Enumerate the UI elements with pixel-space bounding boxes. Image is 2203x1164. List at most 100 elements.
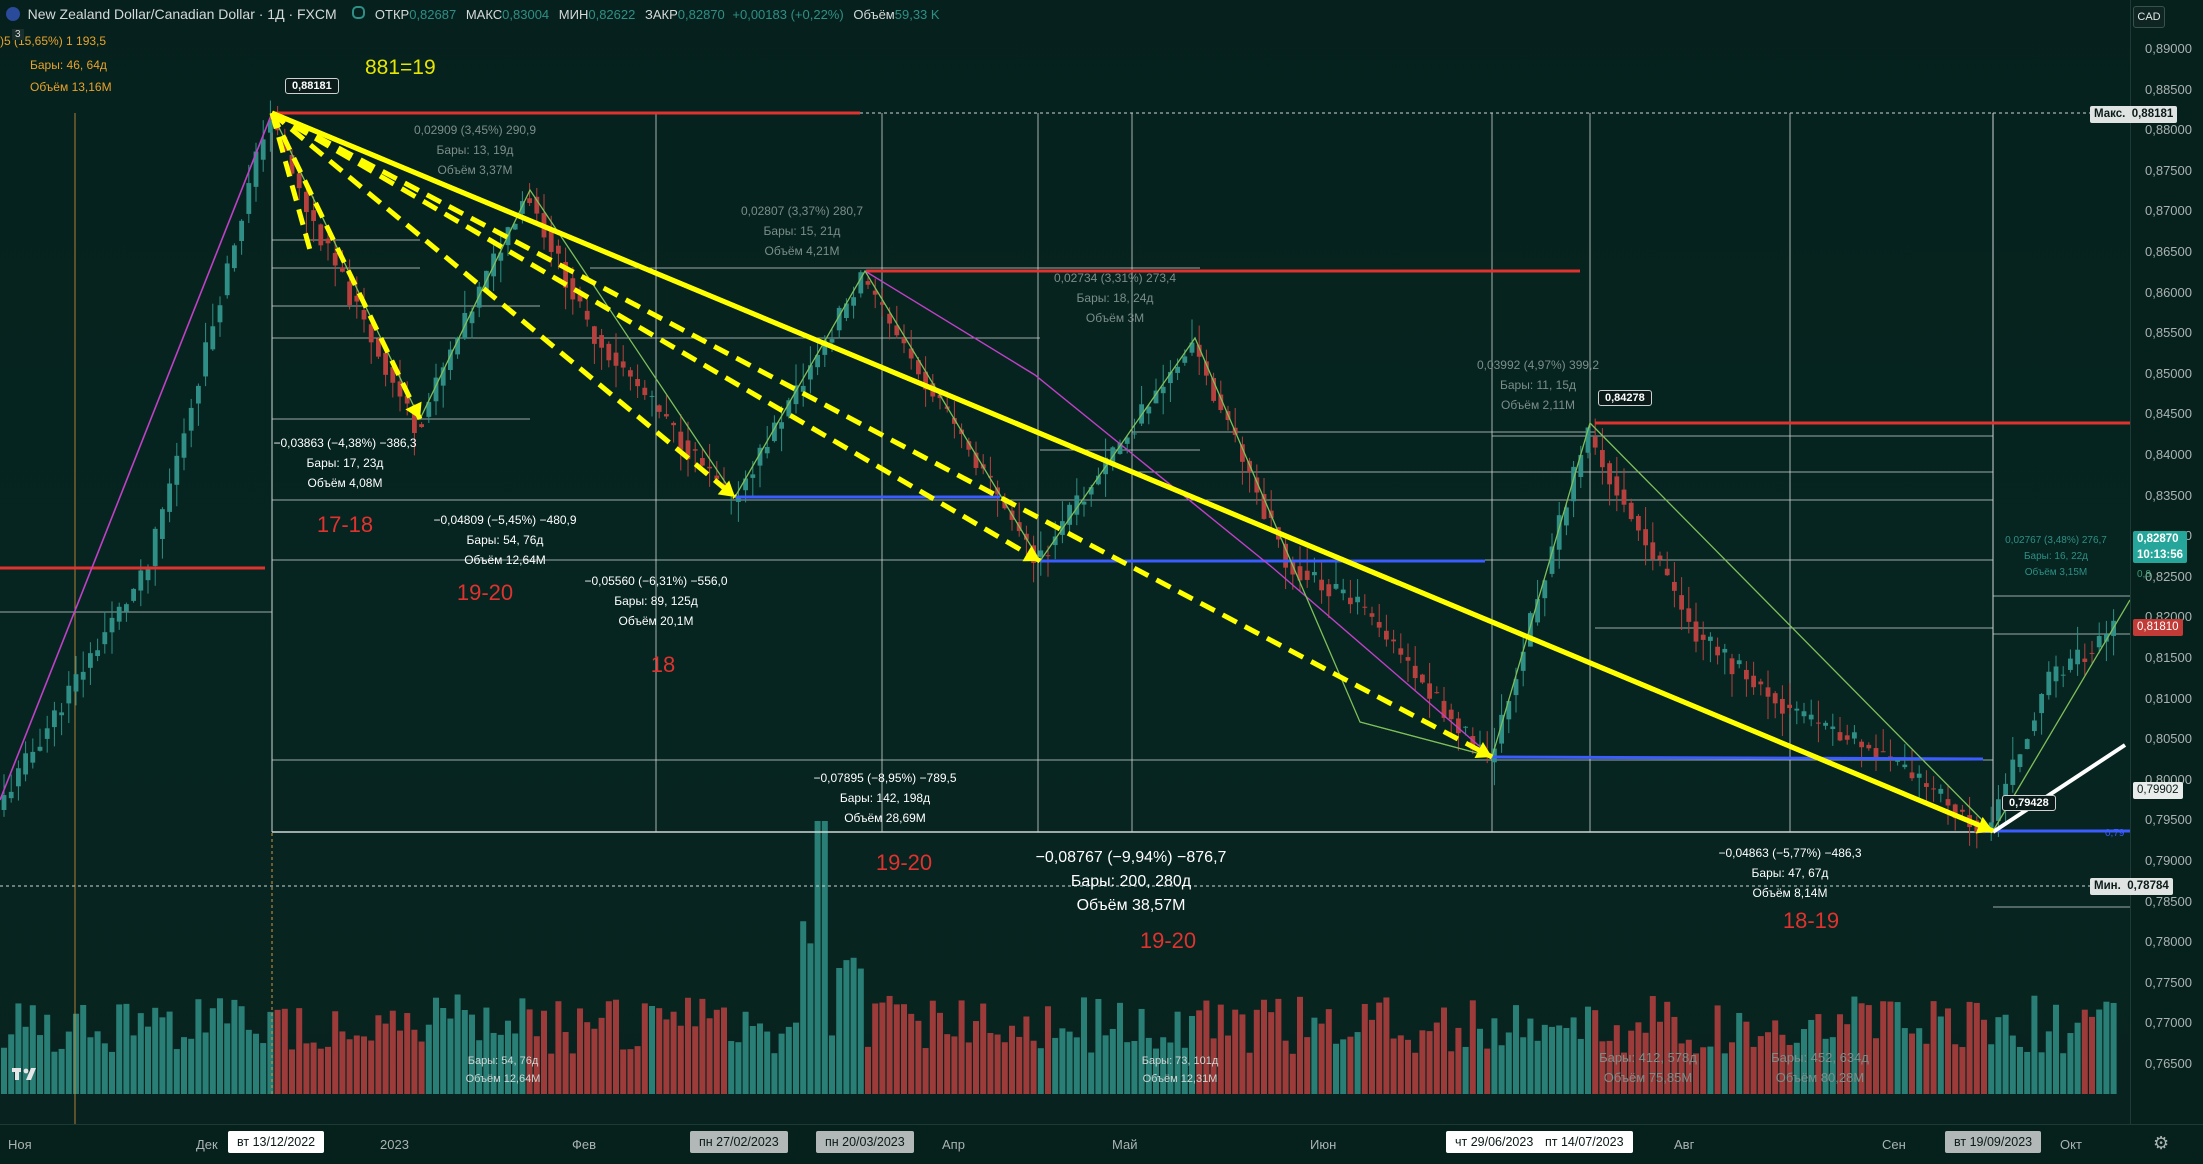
candle-body	[1168, 371, 1173, 384]
volume-bar	[2081, 1009, 2088, 1094]
indicator-count-badge[interactable]: 3	[12, 29, 24, 40]
volume-bar	[1405, 1039, 1411, 1094]
price-tick: 0,88500	[2145, 81, 2192, 97]
candle-body	[210, 326, 216, 350]
volume-bar	[2038, 1052, 2045, 1094]
price-chart[interactable]	[0, 0, 2130, 1124]
candle-body	[1844, 735, 1850, 740]
volume-note-3-bars: Бары: 412, 578д	[1599, 1050, 1697, 1065]
candle-body	[1614, 476, 1620, 496]
price-tick: 0,77500	[2145, 974, 2192, 990]
candle-body	[556, 245, 561, 254]
volume-bar	[1714, 1005, 1721, 1094]
current-price-box: 0,82870 10:13:56	[2133, 531, 2188, 563]
candle-body	[548, 229, 554, 252]
volume-bar	[1419, 1030, 1426, 1094]
candle-body	[1052, 536, 1058, 546]
price-tick: 0,84000	[2145, 447, 2192, 462]
measure-5-change: 0,02807 (3,37%) 280,7	[740, 204, 864, 218]
candle-body	[2010, 759, 2016, 785]
candle-body	[167, 483, 172, 512]
price-scale[interactable]: 0,89000 0,88500 0,88000 0,87500 0,87000 0,865…	[2090, 0, 2203, 1124]
candle-body	[844, 303, 849, 318]
candle-body	[1556, 515, 1562, 550]
settings-gear-icon[interactable]: ⚙	[2153, 1133, 2170, 1153]
candle-body	[1074, 495, 1080, 515]
chart-area[interactable]: New Zealand Dollar/Canadian Dollar · 1Д …	[0, 0, 2130, 1124]
candle-body	[224, 263, 230, 296]
volume-bar	[1225, 1035, 1231, 1094]
volume-bar	[1916, 1028, 1923, 1094]
max-price-box: Макс. 0,88181	[2090, 106, 2178, 123]
measure-2-change: −0,03863 (−4,38%) −386,3	[273, 436, 417, 450]
symbol-title[interactable]: New Zealand Dollar/Canadian Dollar · 1Д …	[27, 6, 337, 22]
time-label-jun: Июн	[1310, 1137, 1337, 1152]
volume-bar	[1109, 1028, 1116, 1094]
candle-body	[383, 352, 388, 375]
tradingview-logo-icon[interactable]	[12, 1066, 42, 1082]
volume-bar	[1700, 1047, 1707, 1094]
candle-body	[1427, 683, 1432, 699]
candle-body	[1, 795, 7, 810]
candle-body	[1312, 572, 1317, 576]
candle-body	[2096, 636, 2102, 648]
candle-body	[1996, 799, 2001, 821]
time-label-oct: Окт	[2060, 1137, 2082, 1152]
price-tick: 0,84500	[2145, 406, 2192, 422]
time-highlight-6: вт 19/09/2023	[1945, 1131, 2042, 1153]
arrow-line	[270, 110, 1042, 564]
candle-body	[268, 120, 273, 133]
volume-bar	[44, 1014, 51, 1094]
currency-button[interactable]: CAD	[2133, 6, 2165, 28]
volume-bar	[951, 1036, 958, 1094]
volume-bar	[785, 1026, 792, 1094]
candle-body	[1873, 748, 1879, 760]
min-price-label: Мин.	[2094, 880, 2121, 892]
candle-body	[772, 422, 777, 442]
time-highlight-3: пн 20/03/2023	[816, 1131, 914, 1153]
overlay-text-1: )5 (15,65%) 1 193,5	[0, 34, 107, 48]
candle-body	[1333, 583, 1339, 589]
candle-body	[707, 466, 712, 469]
volume-bar	[1707, 1046, 1714, 1094]
volume-bar	[1801, 1029, 1807, 1094]
candle-body	[1895, 759, 1900, 762]
volume-bar	[1153, 1048, 1159, 1094]
volume-bar	[1923, 1043, 1930, 1094]
candle-body	[1513, 679, 1519, 696]
measure-1-bars: Бары: 13, 19д	[436, 143, 514, 157]
volume-note-4-volume: Объём 80,28M	[1775, 1070, 1865, 1085]
candle-body	[671, 422, 676, 426]
candle-body	[1664, 568, 1670, 576]
flag-icon	[6, 7, 20, 21]
candle-body	[815, 354, 820, 368]
volume-note-4-bars: Бары: 452, 634д	[1771, 1050, 1869, 1065]
candle-body	[1924, 783, 1929, 787]
candle-body	[1780, 698, 1785, 714]
volume-bar	[411, 1029, 418, 1094]
time-axis[interactable]: Ноя Дек 2023 Фев Апр Май Июн Авг Сен Окт…	[0, 1124, 2203, 1164]
volume-bar	[1376, 1002, 1383, 1094]
volume-bar	[526, 1009, 533, 1094]
volume-bar	[1297, 996, 1303, 1094]
volume-bar	[886, 995, 893, 1094]
volume-bar	[800, 921, 807, 1094]
volume-bar	[1585, 1006, 1591, 1094]
candle-body	[1384, 630, 1389, 640]
symbol-header[interactable]: New Zealand Dollar/Canadian Dollar · 1Д …	[6, 6, 940, 22]
candle-body	[692, 449, 698, 451]
candle-body	[1391, 639, 1396, 642]
volume-bar	[1203, 1000, 1210, 1094]
volume-bar	[397, 1030, 403, 1094]
measure-8: −0,08767 (−9,94%) −876,7 Бары: 200, 280д О…	[1036, 846, 1227, 918]
price-tick: 0,79000	[2145, 853, 2192, 868]
volume-bar	[8, 1034, 15, 1094]
volume-bar	[706, 1018, 713, 1094]
measurement-boxes	[0, 112, 2130, 1124]
candle-body	[1499, 714, 1504, 744]
candle-body	[95, 650, 100, 657]
volume-bar	[1073, 1037, 1080, 1094]
volume-note-3: Бары: 412, 578д Объём 75,85M	[1599, 1048, 1697, 1088]
volume-bar	[1167, 1042, 1174, 1094]
volume-bar	[447, 1018, 454, 1094]
